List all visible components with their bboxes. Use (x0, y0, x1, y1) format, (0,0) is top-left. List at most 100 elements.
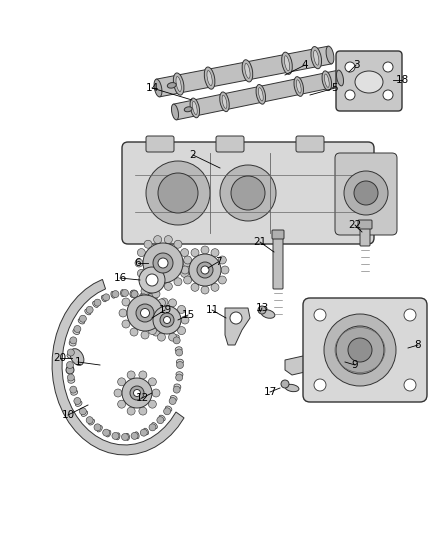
Circle shape (354, 181, 378, 205)
Ellipse shape (184, 107, 192, 112)
Circle shape (154, 282, 162, 290)
Circle shape (158, 173, 198, 213)
Ellipse shape (177, 359, 184, 365)
Circle shape (154, 236, 162, 244)
Text: 17: 17 (263, 387, 277, 397)
Circle shape (148, 378, 156, 386)
Circle shape (183, 259, 191, 267)
Circle shape (211, 284, 219, 292)
Ellipse shape (69, 341, 76, 346)
Circle shape (152, 328, 160, 336)
Circle shape (344, 171, 388, 215)
Ellipse shape (258, 87, 263, 101)
Ellipse shape (134, 432, 139, 439)
Ellipse shape (70, 349, 84, 365)
Circle shape (160, 298, 168, 306)
Circle shape (127, 371, 135, 379)
Circle shape (79, 408, 86, 415)
Circle shape (118, 378, 126, 386)
Ellipse shape (73, 329, 80, 335)
Circle shape (157, 299, 166, 307)
Ellipse shape (111, 292, 115, 298)
Circle shape (140, 294, 147, 301)
Circle shape (160, 313, 174, 327)
Ellipse shape (297, 80, 301, 93)
FancyBboxPatch shape (146, 136, 174, 152)
Text: 14: 14 (145, 83, 159, 93)
Circle shape (121, 289, 128, 296)
Ellipse shape (152, 423, 157, 429)
Circle shape (119, 309, 127, 317)
Circle shape (153, 253, 173, 273)
Text: 2: 2 (190, 150, 196, 160)
Circle shape (152, 290, 160, 298)
Polygon shape (156, 46, 332, 97)
Text: 1: 1 (75, 357, 81, 367)
Circle shape (118, 400, 126, 408)
Circle shape (134, 390, 141, 397)
Ellipse shape (172, 335, 179, 340)
Circle shape (144, 240, 152, 248)
Ellipse shape (139, 293, 144, 300)
Text: 19: 19 (159, 305, 172, 315)
Circle shape (157, 417, 164, 424)
Circle shape (230, 312, 242, 324)
Ellipse shape (285, 384, 299, 392)
Circle shape (140, 429, 147, 436)
Circle shape (201, 246, 209, 254)
Ellipse shape (168, 324, 175, 329)
Circle shape (218, 256, 226, 264)
Circle shape (139, 407, 147, 415)
Circle shape (164, 408, 171, 415)
Text: 11: 11 (205, 305, 219, 315)
Circle shape (177, 361, 184, 368)
Ellipse shape (261, 310, 275, 318)
Ellipse shape (173, 73, 184, 95)
Circle shape (191, 284, 199, 292)
Text: 18: 18 (396, 75, 409, 85)
Circle shape (146, 161, 210, 225)
Ellipse shape (162, 313, 169, 319)
Circle shape (383, 62, 393, 72)
Circle shape (220, 165, 276, 221)
Circle shape (197, 262, 213, 278)
Circle shape (221, 266, 229, 274)
Ellipse shape (220, 92, 229, 111)
Text: 7: 7 (215, 257, 221, 267)
Circle shape (218, 276, 226, 284)
Circle shape (130, 290, 138, 298)
Text: 5: 5 (332, 83, 338, 93)
Circle shape (144, 278, 152, 286)
Circle shape (127, 295, 163, 331)
Ellipse shape (322, 71, 332, 91)
Circle shape (201, 266, 209, 274)
Circle shape (121, 433, 128, 440)
Circle shape (122, 298, 130, 306)
Circle shape (112, 432, 119, 439)
Circle shape (201, 286, 209, 294)
Circle shape (184, 276, 192, 284)
Circle shape (149, 299, 156, 306)
Text: 16: 16 (113, 273, 127, 283)
FancyBboxPatch shape (358, 220, 372, 229)
Circle shape (66, 366, 74, 374)
Text: 10: 10 (61, 410, 74, 420)
Circle shape (324, 314, 396, 386)
Ellipse shape (176, 372, 183, 377)
Ellipse shape (78, 318, 85, 324)
Ellipse shape (116, 433, 120, 440)
Circle shape (102, 429, 110, 436)
Circle shape (169, 398, 176, 405)
Text: 8: 8 (415, 340, 421, 350)
FancyBboxPatch shape (272, 230, 284, 239)
Ellipse shape (167, 83, 176, 88)
Circle shape (180, 269, 189, 277)
Circle shape (136, 304, 154, 322)
Ellipse shape (67, 366, 74, 371)
Ellipse shape (125, 433, 130, 440)
Circle shape (141, 309, 149, 318)
Circle shape (148, 327, 156, 335)
Circle shape (67, 349, 74, 356)
Circle shape (74, 398, 81, 405)
Ellipse shape (88, 419, 95, 425)
